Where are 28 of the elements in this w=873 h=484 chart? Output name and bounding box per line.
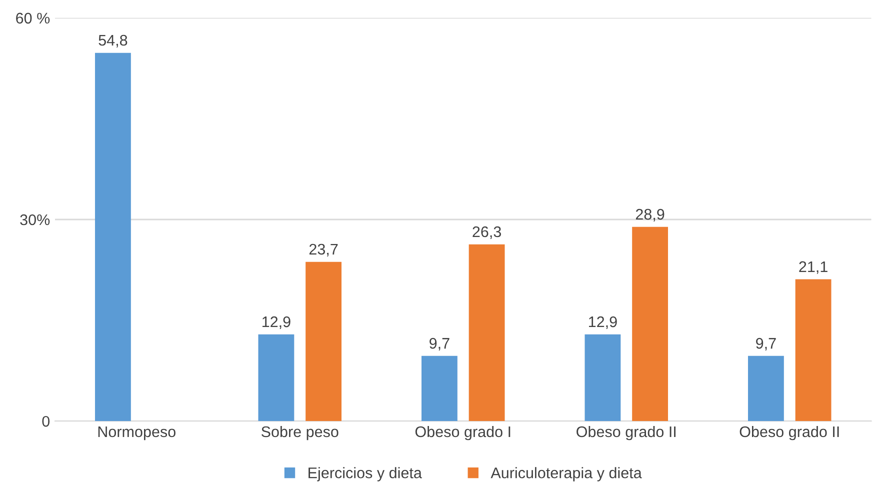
legend-label: Ejercicios y dieta [308, 467, 422, 482]
data-label: 12,9 [262, 316, 290, 330]
data-label: 23,7 [309, 244, 338, 256]
bar [421, 356, 458, 422]
y-tick-label: 60 % [16, 12, 50, 24]
y-tick-label: 0 [42, 416, 50, 427]
bar [94, 52, 131, 422]
bar [795, 279, 832, 422]
legend-label: Auriculoterapia y dieta [490, 467, 642, 482]
data-label: 12,9 [589, 316, 617, 330]
x-tick-label: Obeso grado II [576, 426, 676, 440]
bar [258, 334, 294, 422]
bar [632, 226, 668, 422]
x-tick-label: Obeso grado II [740, 426, 839, 440]
data-label: 9,7 [430, 338, 450, 351]
bar [748, 356, 784, 422]
x-tick-label: Normopeso [98, 426, 176, 440]
data-label: 54,8 [98, 34, 128, 48]
data-label: 9,7 [756, 338, 776, 351]
data-label: 26,3 [472, 226, 501, 239]
bar [584, 334, 621, 422]
x-tick-label: Obeso grado I [415, 426, 510, 440]
bar [468, 244, 505, 422]
bar [306, 262, 342, 422]
data-label: 21,1 [799, 261, 828, 274]
y-tick-label: 30% [20, 214, 50, 226]
data-label: 28,9 [636, 208, 664, 222]
x-tick-label: Sobre peso [262, 426, 338, 440]
